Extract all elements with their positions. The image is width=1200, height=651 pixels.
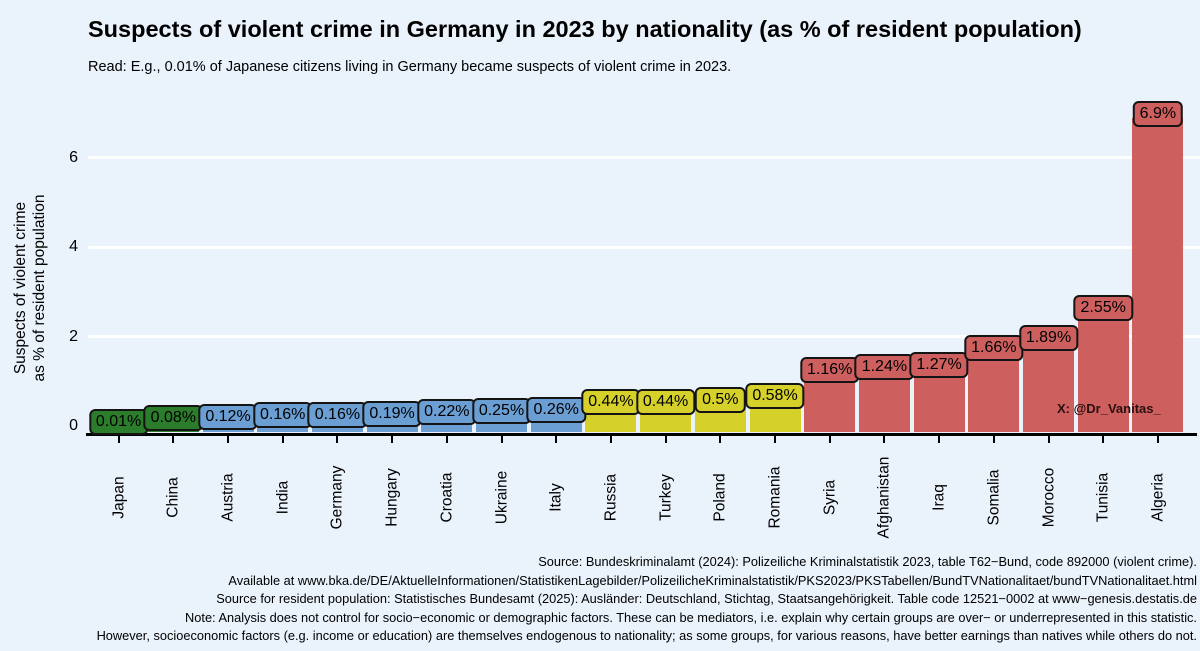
x-tick-hungary	[391, 435, 394, 443]
x-label-japan: Japan	[110, 476, 128, 519]
bar-value-label-italy: 0.26%	[526, 397, 586, 424]
x-tick-turkey	[664, 435, 667, 443]
y-axis-label-line2: as % of resident population	[31, 194, 48, 382]
x-label-algeria: Algeria	[1149, 473, 1167, 522]
bar-value-label-croatia: 0.22%	[417, 399, 477, 426]
x-tick-syria	[828, 435, 831, 443]
bar-value-label-romania: 0.58%	[745, 383, 805, 410]
bar-algeria	[1132, 117, 1184, 433]
x-label-italy: Italy	[547, 483, 565, 512]
y-axis-label-line1: Suspects of violent crime	[12, 201, 29, 375]
y-tick-label-6: 6	[69, 148, 78, 166]
x-tick-ukraine	[500, 435, 503, 443]
bar-value-label-japan: 0.01%	[88, 408, 149, 435]
bar-value-label-russia: 0.44%	[581, 389, 641, 416]
y-tick-label-0: 0	[69, 417, 78, 434]
x-axis-line	[86, 433, 1197, 436]
x-tick-italy	[555, 435, 558, 443]
bar-value-label-morocco: 1.89%	[1018, 324, 1079, 351]
bar-value-label-turkey: 0.44%	[635, 389, 696, 416]
x-tick-germany	[336, 435, 339, 443]
chart-subtitle: Read: E.g., 0.01% of Japanese citizens l…	[88, 59, 732, 75]
source-line-4: Note: Analysis does not control for soci…	[185, 609, 1197, 625]
x-label-india: India	[274, 480, 292, 515]
x-label-china: China	[164, 477, 182, 518]
x-label-romania: Romania	[766, 466, 784, 529]
x-label-ukraine: Ukraine	[493, 470, 510, 525]
x-label-croatia: Croatia	[438, 472, 456, 523]
x-label-morocco: Morocco	[1040, 467, 1057, 528]
x-label-somalia: Somalia	[985, 469, 1003, 526]
bar-value-label-poland: 0.5%	[695, 386, 746, 413]
source-line-3: Source for resident population: Statisti…	[216, 591, 1197, 607]
source-line-5: However, socioeconomic factors (e.g. inc…	[96, 628, 1197, 644]
x-tick-romania	[774, 435, 776, 443]
bar-value-label-hungary: 0.19%	[362, 400, 422, 427]
bar-tunisia	[1077, 312, 1129, 433]
bar-somalia	[968, 351, 1020, 433]
bar-morocco	[1023, 341, 1074, 433]
x-tick-russia	[609, 435, 612, 443]
x-tick-austria	[227, 435, 229, 443]
bar-afghanistan	[858, 370, 910, 433]
x-tick-china	[172, 435, 175, 443]
x-tick-morocco	[1047, 435, 1050, 443]
source-line-2: Available at www.bka.de/DE/AktuelleInfor…	[228, 572, 1197, 588]
x-label-afghanistan: Afghanistan	[875, 456, 893, 539]
gridline-6	[88, 156, 1200, 160]
x-label-poland: Poland	[711, 473, 729, 522]
bar-value-label-india: 0.16%	[253, 401, 313, 428]
bar-value-label-afghanistan: 1.24%	[854, 353, 915, 380]
source-notes: Source: Bundeskriminalamt (2024): Polize…	[0, 553, 1197, 646]
x-tick-croatia	[445, 435, 448, 443]
x-tick-somalia	[992, 435, 995, 443]
y-tick-label-4: 4	[69, 238, 78, 256]
bar-value-label-austria: 0.12%	[198, 403, 258, 430]
bar-value-label-syria: 1.16%	[800, 357, 860, 384]
x-tick-algeria	[1156, 435, 1159, 443]
x-tick-iraq	[938, 435, 941, 443]
x-label-russia: Russia	[602, 473, 620, 522]
x-label-turkey: Turkey	[657, 474, 675, 521]
bar-value-label-china: 0.08%	[143, 405, 203, 432]
x-tick-india	[281, 435, 284, 443]
gridline-4	[88, 245, 1200, 249]
gridline-2	[88, 335, 1200, 339]
watermark: X: @Dr_Vanitas_	[1057, 401, 1161, 416]
x-label-germany: Germany	[328, 465, 346, 530]
x-tick-afghanistan	[883, 435, 886, 443]
x-label-tunisia: Tunisia	[1094, 472, 1112, 523]
bar-syria	[804, 374, 856, 433]
x-label-hungary: Hungary	[383, 468, 401, 527]
x-tick-tunisia	[1102, 435, 1105, 443]
bar-value-label-iraq: 1.27%	[909, 352, 969, 379]
bar-value-label-somalia: 1.66%	[964, 334, 1024, 361]
x-label-austria: Austria	[219, 473, 237, 522]
x-tick-poland	[719, 435, 722, 443]
chart-title: Suspects of violent crime in Germany in …	[88, 16, 1082, 42]
source-line-1: Source: Bundeskriminalamt (2024): Polize…	[538, 554, 1197, 569]
bar-value-label-tunisia: 2.55%	[1073, 295, 1133, 321]
bar-value-label-algeria: 6.9%	[1132, 100, 1184, 127]
x-tick-japan	[117, 435, 120, 443]
bar-value-label-germany: 0.16%	[307, 401, 368, 428]
bar-iraq	[913, 369, 965, 433]
x-label-iraq: Iraq	[930, 484, 948, 511]
bar-value-label-ukraine: 0.25%	[471, 397, 532, 424]
y-tick-label-2: 2	[69, 327, 78, 345]
x-label-syria: Syria	[821, 479, 839, 516]
y-axis-label: Suspects of violent crime as % of reside…	[11, 138, 49, 438]
